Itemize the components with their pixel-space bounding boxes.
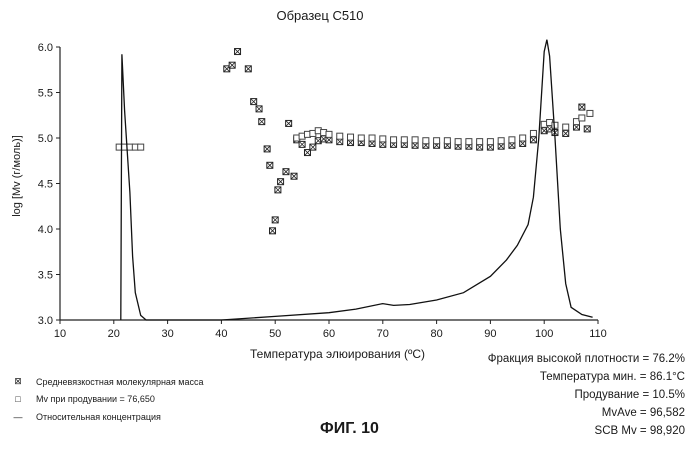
purge-mv-point — [380, 136, 386, 142]
viscosity-mass-point — [256, 106, 262, 112]
viscosity-mass-point — [530, 137, 536, 143]
x-tick-label: 50 — [269, 328, 281, 340]
viscosity-mass-point — [310, 144, 316, 150]
y-tick-labels: 3.0 3.5 4.0 4.5 5.0 5.5 6.0 — [38, 42, 53, 327]
viscosity-mass-point — [299, 141, 305, 147]
purge-mv-point — [412, 137, 418, 143]
x-tick-label: 110 — [589, 328, 607, 340]
y-tick-label: 4.0 — [38, 224, 53, 236]
y-tick-label: 6.0 — [38, 42, 53, 54]
plot-area — [116, 40, 593, 320]
purge-mv-point — [466, 139, 472, 145]
legend-item-purge-mv: □ Mv при продувании = 76,650 — [8, 394, 155, 404]
crossed-square-icon: ⊠ — [8, 376, 28, 387]
viscosity-mass-point — [283, 169, 289, 175]
viscosity-mass-point — [579, 104, 585, 110]
purge-mv-point — [138, 144, 144, 150]
purge-mv-point — [348, 134, 354, 140]
purge-mv-point — [444, 138, 450, 144]
viscosity-mass-point — [259, 119, 265, 125]
viscosity-mass-point — [286, 120, 292, 126]
purge-mv-point — [552, 122, 558, 128]
purge-mv-point — [401, 137, 407, 143]
viscosity-mass-point — [229, 62, 235, 68]
purge-mv-point — [358, 135, 364, 141]
viscosity-mass-point — [272, 217, 278, 223]
stat-purge: Продувание = 10.5% — [488, 386, 685, 404]
viscosity-mass-point — [270, 228, 276, 234]
purge-mv-point — [579, 115, 585, 121]
y-tick-label: 5.0 — [38, 133, 53, 145]
figure-caption: ФИГ. 10 — [0, 420, 699, 438]
viscosity-mass-point — [584, 126, 590, 132]
viscosity-mass-point — [245, 66, 251, 72]
concentration-line — [121, 40, 593, 320]
viscosity-mass-point — [235, 49, 241, 55]
x-tick-label: 60 — [323, 328, 335, 340]
chart-title: Образец C510 — [0, 8, 640, 23]
purge-mv-point — [477, 139, 483, 145]
x-tick-label: 40 — [215, 328, 227, 340]
y-tick-label: 4.5 — [38, 179, 53, 191]
stat-min-temperature: Температура мин. = 86.1°C — [488, 368, 685, 386]
purge-mv-point — [520, 135, 526, 141]
purge-mv-point — [423, 138, 429, 144]
purge-mv-point — [455, 139, 461, 145]
x-tick-label: 20 — [108, 328, 120, 340]
viscosity-mass-point — [291, 173, 297, 179]
y-tick-label: 3.0 — [38, 315, 53, 327]
purge-mv-point — [509, 137, 515, 143]
purge-mv-point — [434, 138, 440, 144]
viscosity-mass-point — [275, 187, 281, 193]
y-axis-label: log [Mv (г/моль)] — [11, 121, 23, 231]
purge-mv-point — [326, 131, 332, 137]
x-tick-labels: 10 20 30 40 50 60 70 80 90 100 110 — [54, 328, 607, 340]
y-tick-label: 3.5 — [38, 270, 53, 282]
viscosity-mass-point — [251, 99, 257, 105]
chart-axes — [56, 47, 598, 324]
x-tick-label: 30 — [161, 328, 173, 340]
purge-mv-point — [587, 110, 593, 116]
stat-high-density-fraction: Фракция высокой плотности = 76.2% — [488, 350, 685, 368]
purge-mv-point — [369, 135, 375, 141]
purge-mv-point — [498, 138, 504, 144]
viscosity-mass-point — [264, 146, 270, 152]
x-axis-label: Температура элюирования (ºC) — [250, 347, 425, 361]
x-tick-label: 100 — [535, 328, 553, 340]
legend-item-viscosity-mass: ⊠ Средневязкостная молекулярная масса — [8, 376, 204, 387]
legend-label: Средневязкостная молекулярная масса — [36, 377, 204, 387]
purge-mv-point — [563, 124, 569, 130]
legend-label: Mv при продувании = 76,650 — [36, 394, 155, 404]
x-tick-label: 90 — [484, 328, 496, 340]
y-tick-label: 5.5 — [38, 88, 53, 100]
purge-mv-point — [530, 130, 536, 136]
x-tick-label: 10 — [54, 328, 66, 340]
viscosity-mass-point — [563, 130, 569, 136]
square-icon: □ — [8, 394, 28, 404]
purge-mv-point — [337, 133, 343, 139]
x-tick-label: 80 — [430, 328, 442, 340]
purge-mv-point — [391, 137, 397, 143]
viscosity-mass-point — [278, 179, 284, 185]
viscosity-mass-point — [267, 162, 273, 168]
x-tick-label: 70 — [377, 328, 389, 340]
purge-mv-point — [487, 139, 493, 145]
